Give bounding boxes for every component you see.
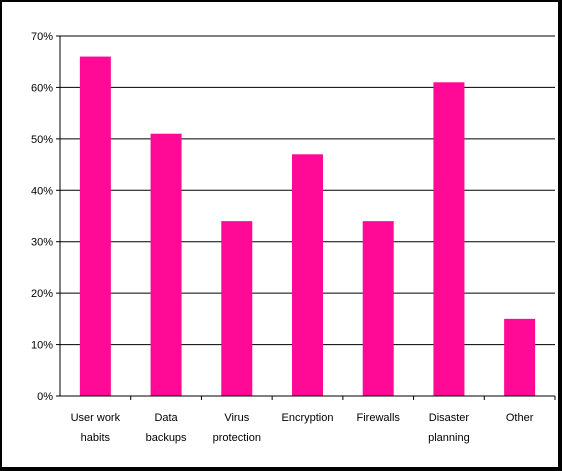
bar — [433, 82, 465, 397]
category-label: Disaster planning — [428, 412, 470, 444]
category-label: User work habits — [71, 412, 121, 444]
category-label: Other — [506, 412, 534, 424]
y-tick-label: 70% — [31, 31, 53, 43]
bar — [292, 154, 323, 396]
bar — [504, 318, 536, 396]
category-label: Firewalls — [357, 412, 401, 424]
y-tick-label: 10% — [31, 340, 53, 352]
bar — [362, 221, 394, 396]
y-tick-labels: 0% 10% 20% 30% 40% 50% 60% 70% — [31, 31, 53, 403]
y-tick-label: 40% — [31, 185, 53, 197]
y-tick-label: 60% — [31, 82, 53, 94]
y-tick-label: 20% — [31, 288, 53, 300]
y-tick-label: 50% — [31, 134, 53, 146]
bar — [150, 133, 182, 396]
bars — [79, 56, 536, 397]
category-labels: User work habits Data backups Virus protectio… — [71, 396, 556, 444]
bar — [79, 56, 111, 396]
category-label: Encryption — [282, 412, 334, 424]
y-tick-label: 0% — [37, 391, 53, 403]
category-label: Virus protection — [213, 412, 261, 444]
y-tick-label: 30% — [31, 237, 53, 249]
bar — [221, 221, 253, 396]
category-label: Data backups — [146, 412, 187, 444]
